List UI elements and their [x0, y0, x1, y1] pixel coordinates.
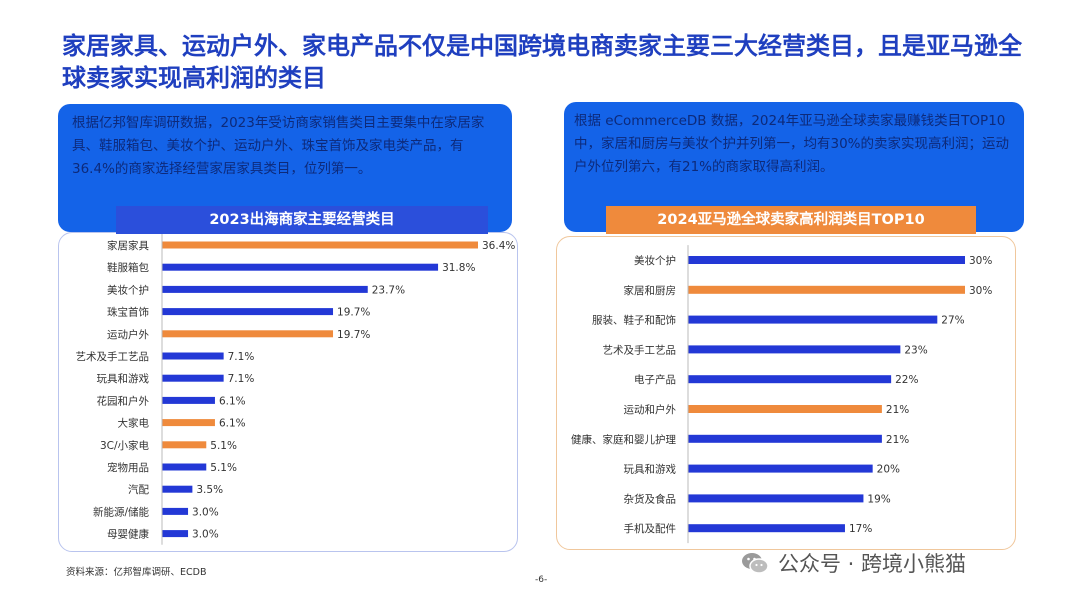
bar — [162, 374, 224, 382]
category-label: 大家电 — [118, 417, 150, 430]
value-label: 20% — [877, 464, 900, 476]
category-label: 健康、家庭和婴儿护理 — [571, 433, 676, 446]
category-label: 宠物用品 — [107, 461, 149, 474]
bar — [162, 285, 368, 293]
value-label: 31.8% — [442, 262, 475, 274]
bar — [162, 330, 334, 338]
category-label: 新能源/储能 — [93, 505, 150, 518]
bar — [162, 530, 189, 538]
bar — [688, 345, 901, 354]
value-label: 30% — [969, 285, 992, 297]
category-label: 家居家具 — [107, 239, 149, 252]
category-label: 玩具和游戏 — [624, 463, 677, 476]
right-description-text: 根据 eCommerceDB 数据，2024年亚马逊全球卖家最赚钱类目TOP10… — [574, 113, 1010, 175]
value-label: 27% — [941, 315, 964, 327]
value-label: 23% — [904, 344, 927, 356]
value-label: 5.1% — [210, 462, 237, 474]
page-number: -6- — [535, 575, 548, 585]
category-label: 运动户外 — [107, 328, 149, 341]
value-label: 21% — [886, 434, 909, 446]
right-bar-chart: 美妆个护 30% 家居和厨房 30% 服装、鞋子和配饰 27% 艺术及手工艺品 23% 电子产品… — [571, 245, 992, 544]
category-label: 手机及配件 — [624, 522, 677, 535]
bar — [688, 434, 882, 443]
bar — [688, 285, 965, 294]
category-label: 美妆个护 — [107, 283, 149, 296]
bar — [162, 419, 215, 427]
category-label: 家居和厨房 — [624, 284, 677, 297]
left-chart-frame — [58, 232, 518, 552]
bar — [162, 263, 439, 271]
bar — [162, 396, 215, 404]
value-label: 21% — [886, 404, 909, 416]
value-label: 23.7% — [372, 284, 405, 296]
category-label: 玩具和游戏 — [97, 372, 150, 385]
bar — [162, 241, 478, 249]
value-label: 7.1% — [228, 373, 255, 385]
bar — [688, 405, 882, 413]
category-label: 3C/小家电 — [100, 439, 150, 452]
source-note: 资料来源：亿邦智库调研、ECDB — [66, 567, 207, 578]
value-label: 17% — [849, 523, 872, 535]
bar — [162, 308, 334, 316]
category-label: 汽配 — [128, 483, 149, 496]
bar — [162, 507, 189, 515]
category-label: 杂货及食品 — [624, 492, 677, 505]
value-label: 3.0% — [192, 506, 219, 518]
bar — [688, 315, 938, 324]
bar — [162, 463, 207, 471]
bar — [162, 441, 207, 449]
bar — [688, 524, 845, 533]
left-bar-chart: 家居家具 36.4% 鞋服箱包 31.8% 美妆个护 23.7% 珠宝首饰 19.7% 运动户外… — [76, 234, 515, 545]
bar — [688, 464, 873, 473]
bar — [688, 256, 965, 264]
value-label: 36.4% — [482, 240, 515, 252]
bar — [162, 485, 193, 493]
value-label: 6.1% — [219, 395, 246, 407]
page-title: 家居家具、运动户外、家电产品不仅是中国跨境电商卖家主要三大经营类目，且是亚马逊全… — [62, 32, 1022, 92]
bar — [688, 375, 892, 384]
bar — [162, 352, 224, 360]
category-label: 鞋服箱包 — [107, 261, 149, 274]
category-label: 运动和户外 — [624, 403, 677, 416]
wechat-icon — [742, 553, 769, 574]
value-label: 19.7% — [337, 307, 370, 319]
bar — [688, 494, 864, 503]
category-label: 艺术及手工艺品 — [603, 343, 677, 356]
value-label: 30% — [969, 255, 992, 267]
category-label: 母婴健康 — [107, 528, 149, 541]
category-label: 美妆个护 — [634, 254, 676, 267]
value-label: 5.1% — [210, 440, 237, 452]
watermark-text: 公众号 · 跨境小熊猫 — [778, 552, 967, 576]
value-label: 7.1% — [228, 351, 255, 363]
watermark: 公众号 · 跨境小熊猫 — [740, 548, 966, 578]
value-label: 19% — [867, 493, 890, 505]
category-label: 珠宝首饰 — [107, 306, 149, 319]
value-label: 6.1% — [219, 418, 246, 430]
value-label: 19.7% — [337, 329, 370, 341]
right-chart-title: 2024亚马逊全球卖家高利润类目TOP10 — [606, 206, 976, 234]
category-label: 花园和户外 — [97, 394, 150, 407]
left-description-text: 根据亿邦智库调研数据，2023年受访商家销售类目主要集中在家居家具、鞋服箱包、美… — [72, 115, 485, 177]
left-chart-title: 2023出海商家主要经营类目 — [116, 206, 488, 234]
category-label: 服装、鞋子和配饰 — [592, 314, 676, 327]
value-label: 3.0% — [192, 529, 219, 541]
category-label: 艺术及手工艺品 — [76, 350, 150, 363]
value-label: 22% — [895, 374, 918, 386]
value-label: 3.5% — [196, 484, 223, 496]
category-label: 电子产品 — [634, 373, 676, 386]
